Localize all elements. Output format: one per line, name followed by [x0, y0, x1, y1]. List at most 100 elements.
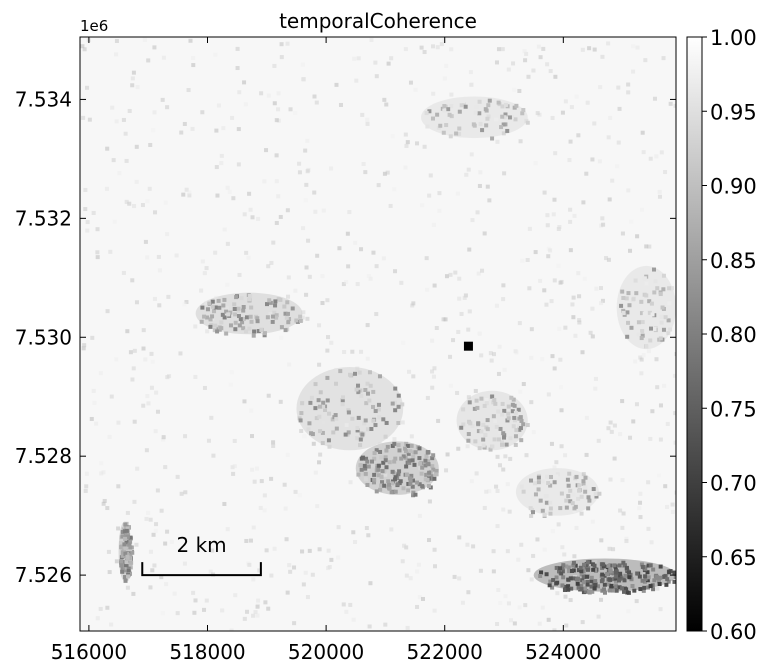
speckle-pixel: [404, 472, 409, 477]
speckle-pixel: [255, 319, 260, 324]
speckle-pixel: [193, 324, 198, 329]
speckle-pixel: [305, 138, 310, 143]
speckle-pixel: [620, 525, 625, 530]
speckle-pixel: [564, 498, 569, 503]
speckle-pixel: [262, 508, 267, 513]
speckle-pixel: [358, 437, 363, 442]
speckle-pixel: [512, 418, 517, 423]
speckle-pixel: [649, 301, 654, 306]
speckle-pixel: [501, 467, 506, 472]
speckle-pixel: [345, 231, 350, 236]
speckle-pixel: [558, 357, 563, 362]
speckle-pixel: [388, 203, 393, 208]
speckle-pixel: [448, 272, 453, 277]
speckle-pixel: [599, 301, 604, 306]
speckle-pixel: [407, 476, 412, 481]
speckle-pixel: [83, 207, 88, 212]
speckle-pixel: [268, 300, 273, 305]
speckle-pixel: [536, 480, 541, 485]
speckle-pixel: [501, 131, 506, 136]
speckle-pixel: [648, 563, 653, 568]
speckle-pixel: [225, 185, 230, 190]
speckle-pixel: [507, 509, 512, 514]
reference-point-marker: [463, 341, 473, 351]
speckle-pixel: [406, 451, 411, 456]
speckle-pixel: [353, 539, 358, 544]
speckle-pixel: [550, 585, 555, 590]
speckle-pixel: [380, 469, 385, 474]
speckle-pixel: [266, 606, 271, 611]
speckle-pixel: [109, 622, 114, 627]
speckle-pixel: [590, 306, 595, 311]
speckle-pixel: [594, 494, 599, 499]
heatmap-background: [80, 37, 676, 631]
speckle-pixel: [647, 299, 652, 304]
speckle-pixel: [128, 539, 133, 544]
speckle-pixel: [274, 220, 279, 225]
speckle-pixel: [120, 553, 125, 558]
speckle-pixel: [667, 570, 672, 575]
speckle-pixel: [658, 437, 663, 442]
speckle-pixel: [301, 77, 306, 82]
speckle-pixel: [464, 172, 469, 177]
speckle-pixel: [224, 309, 229, 314]
speckle-pixel: [266, 393, 271, 398]
speckle-pixel: [506, 67, 511, 72]
speckle-pixel: [527, 226, 532, 231]
speckle-pixel: [94, 421, 99, 426]
speckle-pixel: [593, 560, 598, 565]
speckle-pixel: [121, 117, 126, 122]
speckle-pixel: [376, 402, 381, 407]
speckle-pixel: [614, 584, 619, 589]
speckle-pixel: [584, 563, 589, 568]
colorbar-tick-label: 0.70: [710, 472, 757, 496]
speckle-pixel: [670, 509, 675, 514]
speckle-pixel: [259, 327, 264, 332]
speckle-pixel: [389, 56, 394, 61]
speckle-pixel: [531, 430, 536, 435]
speckle-pixel: [451, 338, 456, 343]
speckle-pixel: [517, 88, 522, 93]
speckle-pixel: [502, 408, 507, 413]
speckle-pixel: [551, 212, 556, 217]
speckle-pixel: [434, 472, 439, 477]
speckle-pixel: [312, 190, 317, 195]
speckle-pixel: [220, 608, 225, 613]
speckle-pixel: [617, 585, 622, 590]
speckle-pixel: [392, 187, 397, 192]
speckle-pixel: [249, 319, 254, 324]
speckle-pixel: [500, 442, 505, 447]
speckle-pixel: [620, 231, 625, 236]
speckle-pixel: [655, 286, 660, 291]
speckle-pixel: [642, 311, 647, 316]
speckle-pixel: [374, 448, 379, 453]
speckle-pixel: [341, 282, 346, 287]
speckle-pixel: [628, 248, 633, 253]
speckle-pixel: [607, 197, 612, 202]
speckle-pixel: [251, 525, 256, 530]
speckle-pixel: [566, 587, 571, 592]
speckle-pixel: [287, 362, 292, 367]
speckle-pixel: [364, 401, 369, 406]
speckle-pixel: [430, 456, 435, 461]
speckle-pixel: [124, 199, 129, 204]
speckle-pixel: [426, 459, 431, 464]
speckle-pixel: [396, 393, 401, 398]
speckle-pixel: [646, 575, 651, 580]
speckle-pixel: [119, 540, 124, 545]
speckle-pixel: [325, 375, 330, 380]
speckle-pixel: [134, 542, 139, 547]
speckle-pixel: [483, 432, 488, 437]
speckle-pixel: [404, 441, 409, 446]
speckle-pixel: [163, 465, 168, 470]
speckle-pixel: [274, 118, 279, 123]
speckle-pixel: [204, 266, 209, 271]
speckle-pixel: [273, 303, 278, 308]
speckle-pixel: [210, 314, 215, 319]
speckle-pixel: [583, 489, 588, 494]
speckle-pixel: [552, 278, 557, 283]
speckle-pixel: [363, 471, 368, 476]
speckle-pixel: [531, 68, 536, 73]
speckle-pixel: [550, 529, 555, 534]
speckle-pixel: [519, 438, 524, 443]
